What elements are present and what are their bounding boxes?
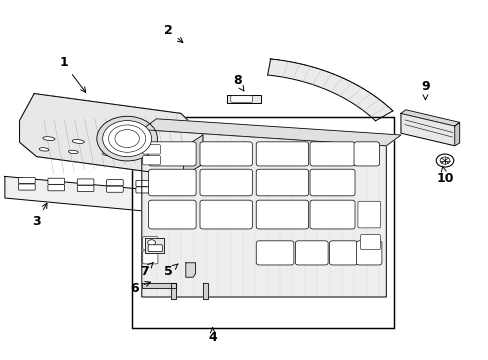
FancyBboxPatch shape [148, 200, 196, 229]
Bar [132, 117, 393, 328]
FancyBboxPatch shape [309, 200, 354, 229]
Circle shape [439, 157, 449, 164]
Text: 1: 1 [59, 57, 85, 92]
FancyBboxPatch shape [106, 186, 123, 192]
Polygon shape [142, 130, 386, 297]
Polygon shape [454, 122, 459, 146]
Bar [227, 95, 260, 103]
FancyBboxPatch shape [353, 142, 379, 166]
FancyBboxPatch shape [309, 169, 354, 196]
Polygon shape [400, 113, 454, 146]
FancyBboxPatch shape [360, 235, 380, 249]
FancyBboxPatch shape [357, 201, 380, 228]
Text: 4: 4 [208, 328, 217, 344]
FancyBboxPatch shape [148, 142, 196, 166]
Polygon shape [400, 110, 459, 126]
FancyBboxPatch shape [256, 200, 308, 229]
FancyBboxPatch shape [148, 169, 196, 196]
Polygon shape [142, 119, 400, 146]
FancyBboxPatch shape [309, 142, 354, 166]
FancyBboxPatch shape [256, 169, 308, 196]
Text: 7: 7 [140, 262, 153, 278]
Text: 6: 6 [130, 282, 150, 294]
FancyBboxPatch shape [356, 241, 381, 265]
FancyBboxPatch shape [148, 245, 162, 252]
FancyBboxPatch shape [136, 187, 152, 193]
Ellipse shape [43, 137, 55, 140]
Circle shape [147, 240, 155, 246]
Polygon shape [203, 283, 207, 299]
Ellipse shape [151, 149, 162, 153]
FancyBboxPatch shape [200, 142, 252, 166]
FancyBboxPatch shape [256, 241, 293, 265]
Text: 8: 8 [232, 75, 244, 91]
FancyBboxPatch shape [200, 200, 252, 229]
FancyBboxPatch shape [106, 180, 123, 186]
Polygon shape [144, 238, 164, 253]
Ellipse shape [102, 152, 112, 156]
Text: 9: 9 [420, 80, 429, 100]
FancyBboxPatch shape [256, 142, 308, 166]
Circle shape [97, 116, 157, 161]
FancyBboxPatch shape [200, 169, 252, 196]
Text: 3: 3 [32, 203, 47, 228]
FancyBboxPatch shape [142, 156, 160, 165]
FancyBboxPatch shape [142, 251, 158, 264]
Polygon shape [5, 176, 159, 212]
Ellipse shape [102, 142, 113, 146]
FancyBboxPatch shape [142, 237, 158, 249]
Ellipse shape [39, 148, 49, 151]
FancyBboxPatch shape [19, 177, 35, 184]
Polygon shape [20, 94, 203, 176]
FancyBboxPatch shape [48, 185, 64, 191]
Polygon shape [183, 135, 203, 176]
FancyBboxPatch shape [48, 178, 64, 184]
Ellipse shape [68, 150, 78, 154]
Text: 5: 5 [164, 264, 178, 278]
FancyBboxPatch shape [142, 145, 160, 154]
Polygon shape [142, 283, 176, 288]
Text: 10: 10 [435, 166, 453, 185]
FancyBboxPatch shape [329, 241, 357, 265]
Polygon shape [267, 59, 392, 121]
Ellipse shape [136, 154, 147, 158]
Polygon shape [185, 263, 195, 277]
FancyBboxPatch shape [230, 96, 252, 102]
Text: 2: 2 [164, 24, 183, 42]
Circle shape [435, 154, 453, 167]
Polygon shape [171, 283, 176, 299]
FancyBboxPatch shape [136, 180, 152, 186]
Polygon shape [20, 94, 203, 176]
Circle shape [102, 121, 151, 157]
FancyBboxPatch shape [19, 184, 35, 190]
FancyBboxPatch shape [77, 185, 94, 192]
FancyBboxPatch shape [295, 241, 327, 265]
Ellipse shape [72, 140, 84, 143]
FancyBboxPatch shape [77, 179, 94, 185]
